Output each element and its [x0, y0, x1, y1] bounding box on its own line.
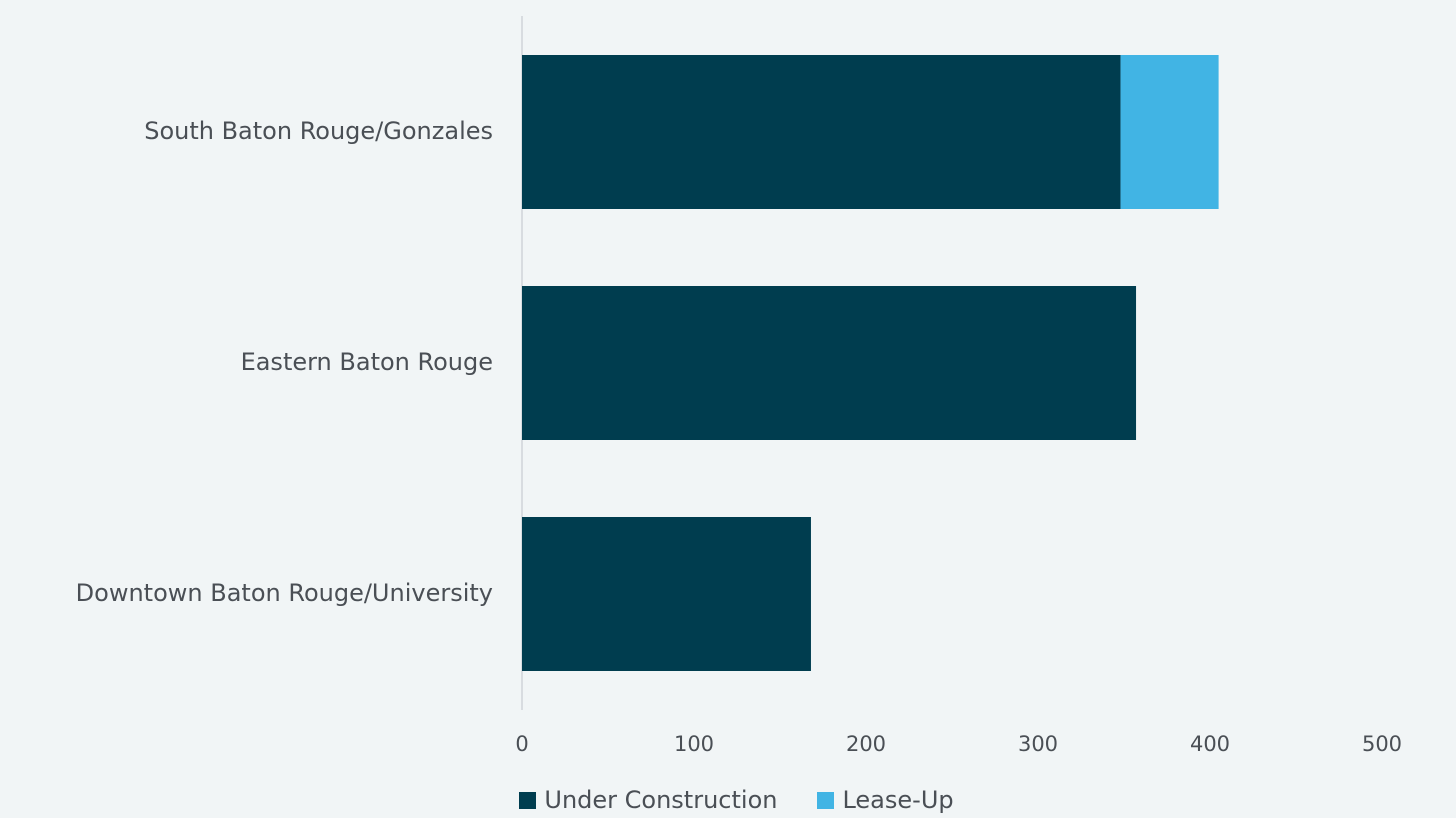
bars-group	[522, 55, 1219, 671]
legend: Under Construction Lease-Up	[0, 782, 1456, 818]
category-labels: South Baton Rouge/Gonzales Eastern Baton …	[76, 117, 493, 607]
bar-under-construction-downtown-baton-rouge-university	[522, 517, 811, 671]
x-tick-labels: 0 100 200 300 400 500	[515, 732, 1402, 756]
legend-swatch-lease-up	[817, 791, 835, 809]
x-tick-label-100: 100	[674, 732, 714, 756]
legend-label-lease-up: Lease-Up	[842, 786, 954, 814]
x-tick-label-300: 300	[1018, 732, 1058, 756]
category-label-eastern-baton-rouge: Eastern Baton Rouge	[241, 348, 493, 376]
x-tick-label-200: 200	[846, 732, 886, 756]
x-tick-label-400: 400	[1190, 732, 1230, 756]
x-tick-label-500: 500	[1362, 732, 1402, 756]
category-label-downtown-baton-rouge-university: Downtown Baton Rouge/University	[76, 579, 493, 607]
bar-under-construction-eastern-baton-rouge	[522, 286, 1137, 440]
legend-item-lease-up: Lease-Up	[817, 786, 954, 814]
legend-label-under-construction: Under Construction	[544, 786, 778, 814]
legend-swatch-under-construction	[519, 791, 537, 809]
category-label-south-baton-rouge-gonzales: South Baton Rouge/Gonzales	[144, 117, 493, 145]
x-tick-label-0: 0	[515, 732, 528, 756]
bar-lease-up-south-baton-rouge-gonzales	[1120, 55, 1219, 209]
legend-item-under-construction: Under Construction	[519, 786, 777, 814]
bar-under-construction-south-baton-rouge-gonzales	[522, 55, 1121, 209]
